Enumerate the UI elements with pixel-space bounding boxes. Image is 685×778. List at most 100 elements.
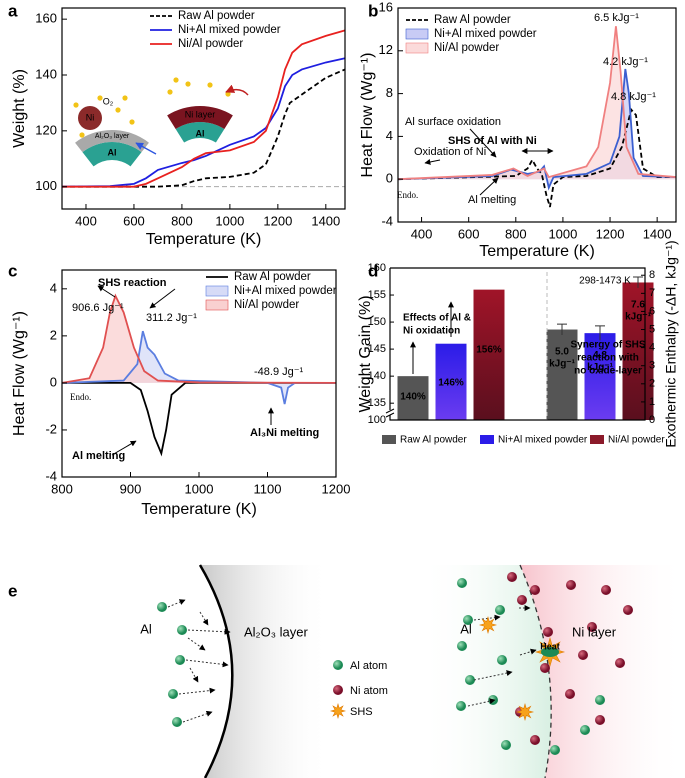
series-line	[397, 107, 676, 208]
inset-label: Ni	[86, 112, 95, 122]
al-atom	[157, 602, 167, 612]
bar-value-label: 140%	[400, 392, 426, 403]
bar-value-label: 156%	[476, 345, 502, 356]
inset-label: Ni layer	[185, 109, 216, 119]
annotation-arrow	[424, 158, 441, 165]
diffusion-arrow	[182, 710, 213, 723]
annotation: reaction with	[577, 353, 639, 364]
legend-label: Ni/Al powder	[178, 38, 243, 50]
al-atom	[497, 655, 507, 665]
annotation: Effects of Al &	[403, 313, 471, 324]
series-area	[62, 295, 336, 383]
annotation: 298-1473 K	[579, 276, 631, 287]
x-tick-label: 1200	[322, 481, 351, 496]
y-tick-label: 160	[35, 11, 57, 26]
ni-atom	[333, 685, 343, 695]
bar	[546, 329, 578, 420]
inset-o2	[207, 82, 213, 88]
x-axis-label: Temperature (K)	[146, 231, 262, 248]
annotation: Synergy of SHS	[570, 340, 645, 351]
y2-axis-label: Exothermic Enthalpy (-ΔH, kJg⁻¹)	[663, 240, 679, 447]
ni-atom	[566, 580, 576, 590]
panel-label: b	[368, 1, 378, 20]
diffusion-arrow	[185, 659, 229, 668]
legend-swatch	[480, 435, 494, 444]
x-tick-label: 1000	[185, 481, 214, 496]
bar	[397, 376, 429, 420]
x-tick-label: 1400	[311, 213, 340, 228]
legend-swatch	[205, 285, 229, 297]
ni-atom	[587, 622, 597, 632]
legend-label: Ni/Al powder	[608, 435, 665, 446]
legend-label: Raw Al powder	[434, 14, 511, 26]
y-axis-label: Heat Flow (Wg⁻¹)	[359, 53, 376, 178]
y2-tick-label: 0	[649, 414, 655, 426]
inset-label: Al₂O₃ layer	[95, 133, 130, 140]
y-tick-label: 2	[50, 327, 57, 342]
x-tick-label: 1000	[215, 213, 244, 228]
bar-value-label: 5.0 kJg⁻¹	[549, 346, 576, 369]
diffusion-arrow	[519, 648, 537, 656]
inset-o2	[73, 102, 79, 108]
error-bar	[595, 325, 605, 341]
y-axis-label: Weight (%)	[11, 69, 28, 148]
shs-burst	[329, 702, 347, 720]
annotation-arrow	[111, 440, 137, 456]
panel-label: e	[8, 581, 17, 600]
diagram-label: Al	[460, 621, 472, 636]
al-atom	[175, 655, 185, 665]
y-tick-label: 4	[50, 280, 57, 295]
y-axis-label: Heat Flow (Wg⁻¹)	[11, 311, 28, 436]
al-atom	[501, 740, 511, 750]
annotation: Al melting	[468, 194, 516, 206]
inset-label: Al	[108, 147, 117, 157]
y-tick-label: 140	[35, 66, 57, 81]
legend-label: Ni+Al mixed powder	[434, 28, 537, 40]
inset-core	[175, 122, 225, 143]
al-atom	[457, 578, 467, 588]
annotation: -48.9 Jg⁻¹	[254, 366, 304, 378]
diagram-legend-label: Al atom	[350, 660, 387, 672]
inset-o2	[115, 107, 121, 113]
x-tick-label: 600	[123, 213, 145, 228]
diffusion-arrow	[167, 599, 186, 608]
series-line	[62, 29, 346, 188]
x-tick-label: 1400	[643, 226, 672, 241]
ni-atom	[543, 627, 553, 637]
annotation: Endo.	[397, 190, 418, 200]
inset-o2	[122, 95, 128, 101]
annotation-arrow	[479, 177, 499, 196]
y2-tick-label: 4	[649, 342, 655, 354]
annotation: Al melting	[72, 450, 125, 462]
diffusion-arrow	[473, 614, 501, 621]
diagram-label: Heat	[540, 641, 560, 651]
inset-shell	[75, 130, 149, 153]
diffusion-arrow	[473, 670, 513, 681]
inset-o2	[185, 81, 191, 87]
y-tick-label: 0	[50, 374, 57, 389]
y2-tick-label: 1	[649, 396, 655, 408]
y-tick-label: 8	[386, 85, 393, 100]
ni-atom	[565, 689, 575, 699]
annotation: 4.2 kJg⁻¹	[603, 56, 648, 68]
y-tick-label: 100	[368, 414, 386, 426]
legend-label: Ni/Al powder	[234, 299, 299, 311]
x-axis-label: Temperature (K)	[479, 243, 595, 260]
y-axis-label: Weight Gain (%)	[357, 295, 374, 412]
y-tick-label: 0	[386, 171, 393, 186]
inset-core	[82, 142, 142, 167]
al-atom	[495, 605, 505, 615]
bar-value-label: 146%	[438, 378, 464, 389]
annotation: SHS reaction	[98, 277, 167, 289]
legend-label: Raw Al powder	[234, 271, 311, 283]
annotation: SHS of Al with Ni	[448, 135, 537, 147]
oxide-shade	[200, 565, 330, 778]
annotation-arrow	[149, 288, 176, 309]
series-line	[61, 57, 346, 188]
diffusion-arrow	[467, 698, 496, 707]
series-line	[62, 382, 336, 457]
ni-atom	[578, 650, 588, 660]
x-tick-label: 1200	[596, 226, 625, 241]
legend-label: Raw Al powder	[178, 10, 255, 22]
inset-o2	[167, 89, 173, 95]
